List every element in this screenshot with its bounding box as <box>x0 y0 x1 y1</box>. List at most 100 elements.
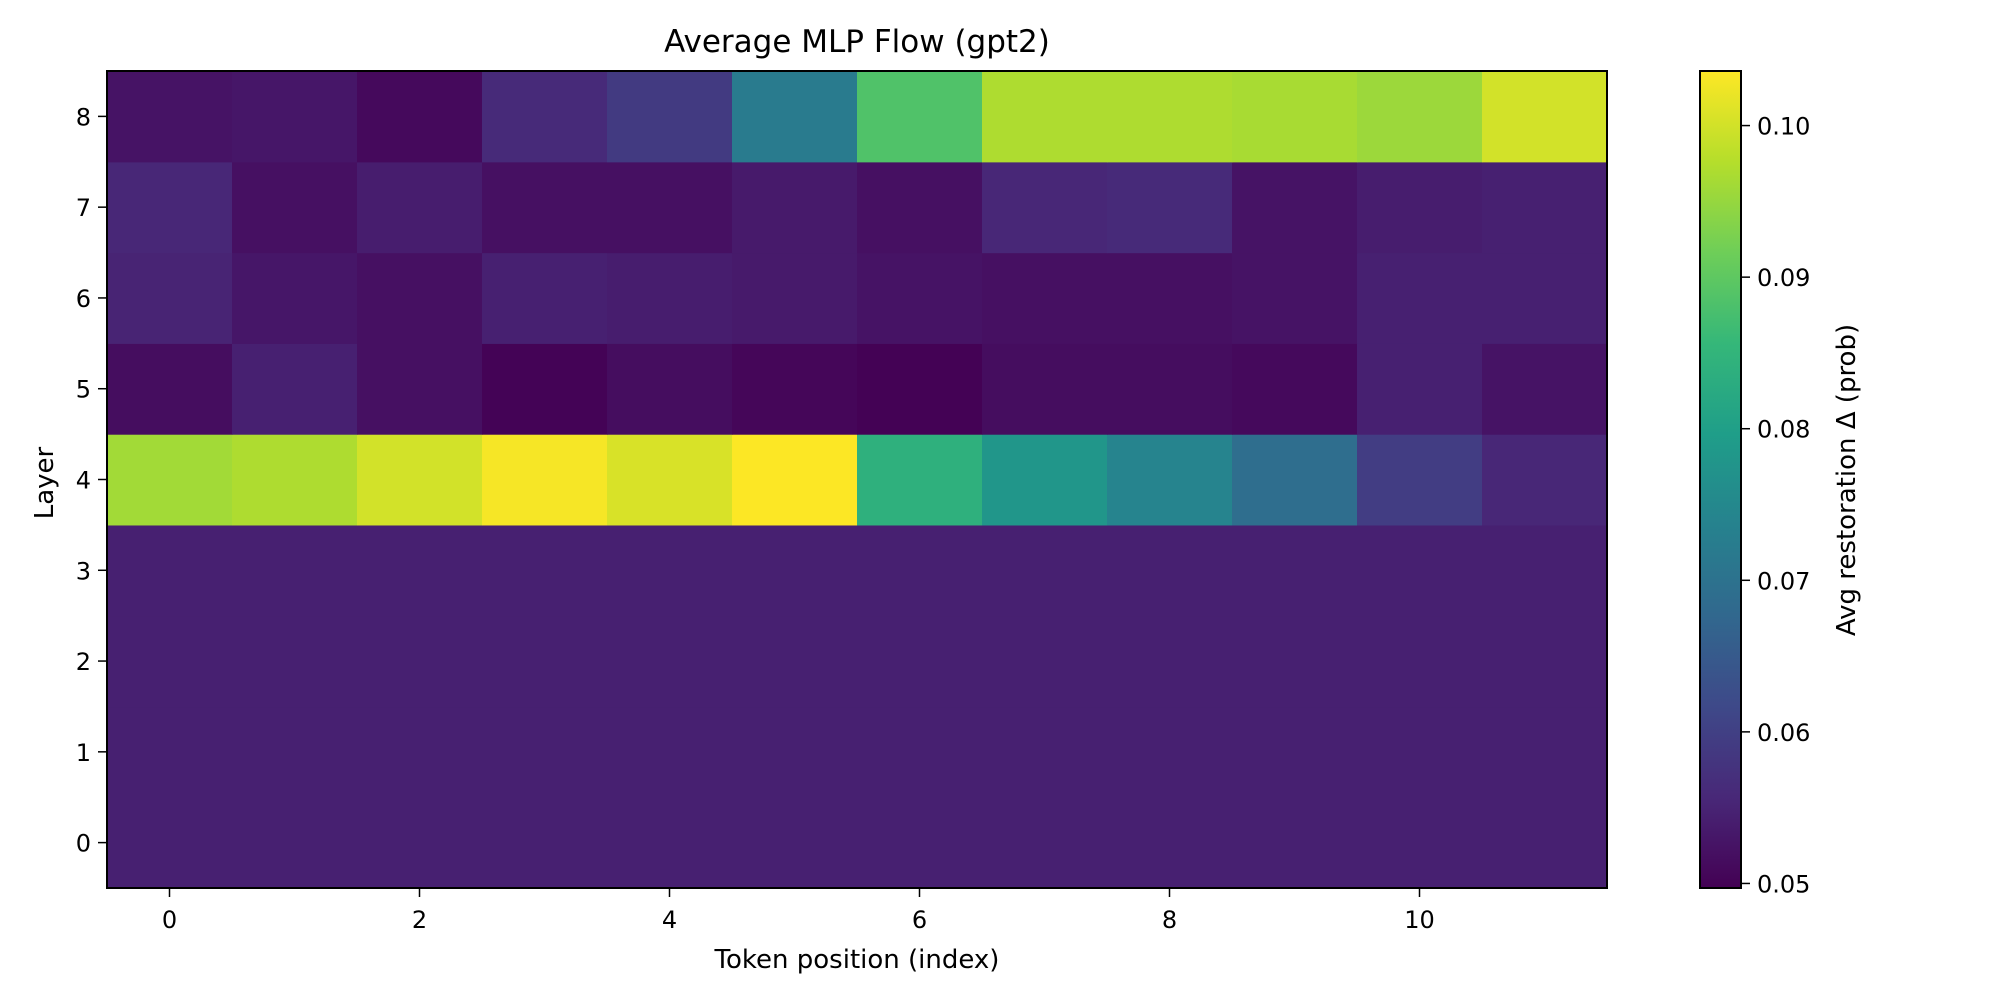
heatmap-cell <box>1232 797 1358 889</box>
heatmap-cell <box>857 434 983 526</box>
y-tick-label: 2 <box>76 648 91 676</box>
x-tick-label: 8 <box>1162 906 1177 934</box>
heatmap-cell <box>1107 252 1233 344</box>
x-tick-label: 6 <box>912 906 927 934</box>
colorbar-tick-label: 0.08 <box>1757 416 1810 444</box>
heatmap-cell <box>357 524 483 617</box>
heatmap-cell <box>732 706 858 798</box>
heatmap-cell <box>607 434 733 526</box>
heatmap-cell <box>1107 524 1233 617</box>
heatmap-cell <box>482 161 608 254</box>
heatmap-cell <box>232 524 358 617</box>
heatmap-cell <box>982 615 1108 708</box>
heatmap-cell <box>107 434 233 526</box>
heatmap-cell <box>607 161 733 254</box>
heatmap-cell <box>857 706 983 798</box>
heatmap-cell <box>482 252 608 344</box>
heatmap-cell <box>1107 615 1233 708</box>
heatmap-cell <box>107 524 233 617</box>
heatmap-cell <box>1232 524 1358 617</box>
y-axis-label: Layer <box>30 446 60 519</box>
heatmap-cell <box>1357 615 1483 708</box>
heatmap-cell <box>1357 706 1483 798</box>
chart-title: Average MLP Flow (gpt2) <box>664 24 1050 60</box>
heatmap-cell <box>482 71 608 163</box>
heatmap-cell <box>107 343 233 435</box>
y-tick-label: 3 <box>76 557 91 585</box>
heatmap-cell <box>482 524 608 617</box>
heatmap-cell <box>357 252 483 344</box>
heatmap-cell <box>982 434 1108 526</box>
heatmap-cell <box>232 161 358 254</box>
heatmap-cell <box>232 434 358 526</box>
heatmap-cells <box>107 71 1608 889</box>
x-tick-label: 0 <box>162 906 177 934</box>
heatmap-cell <box>982 161 1108 254</box>
heatmap-cell <box>357 71 483 163</box>
y-tick-label: 6 <box>76 285 91 313</box>
heatmap-cell <box>1232 161 1358 254</box>
heatmap-cell <box>732 252 858 344</box>
heatmap-cell <box>607 615 733 708</box>
heatmap-cell <box>107 615 233 708</box>
heatmap-cell <box>732 71 858 163</box>
y-axis-ticks: 0 1 2 3 4 5 6 7 8 <box>76 103 107 858</box>
colorbar-tick-label: 0.09 <box>1757 264 1810 292</box>
heatmap-cell <box>857 343 983 435</box>
heatmap-cell <box>607 343 733 435</box>
x-tick-label: 2 <box>412 906 427 934</box>
colorbar-tick-label: 0.05 <box>1757 870 1810 898</box>
heatmap-cell <box>107 71 233 163</box>
heatmap-cell <box>357 343 483 435</box>
heatmap-cell <box>1107 797 1233 889</box>
heatmap-cell <box>1232 343 1358 435</box>
x-tick-label: 10 <box>1404 906 1435 934</box>
heatmap-cell <box>107 706 233 798</box>
heatmap-cell <box>232 71 358 163</box>
heatmap-cell <box>1232 706 1358 798</box>
heatmap-cell <box>857 797 983 889</box>
heatmap-cell <box>357 434 483 526</box>
heatmap-cell <box>1107 434 1233 526</box>
heatmap-cell <box>357 615 483 708</box>
y-tick-label: 5 <box>76 376 91 404</box>
colorbar-tick-label: 0.07 <box>1757 567 1810 595</box>
heatmap-cell <box>1107 71 1233 163</box>
heatmap-cell <box>1232 615 1358 708</box>
heatmap-cell <box>1357 252 1483 344</box>
heatmap-cell <box>1107 343 1233 435</box>
heatmap-cell <box>482 797 608 889</box>
heatmap-cell <box>1107 161 1233 254</box>
heatmap-cell <box>982 343 1108 435</box>
y-tick-label: 4 <box>76 467 91 495</box>
heatmap-cell <box>482 706 608 798</box>
heatmap-cell <box>1232 71 1358 163</box>
heatmap-cell <box>732 524 858 617</box>
heatmap-cell <box>607 524 733 617</box>
heatmap-cell <box>357 797 483 889</box>
heatmap-cell <box>1107 706 1233 798</box>
heatmap-cell <box>1232 434 1358 526</box>
heatmap-cell <box>732 161 858 254</box>
heatmap-cell <box>1357 161 1483 254</box>
heatmap-cell <box>732 434 858 526</box>
heatmap-cell <box>357 161 483 254</box>
heatmap-cell <box>1357 434 1483 526</box>
heatmap-cell <box>232 252 358 344</box>
heatmap-cell <box>232 797 358 889</box>
heatmap-cell <box>732 615 858 708</box>
heatmap-cell <box>857 615 983 708</box>
heatmap-cell <box>482 343 608 435</box>
heatmap-cell <box>232 706 358 798</box>
x-axis-label: Token position (index) <box>714 945 1000 975</box>
heatmap-cell <box>232 343 358 435</box>
heatmap-cell <box>982 524 1108 617</box>
heatmap-cell <box>1357 343 1483 435</box>
y-tick-label: 1 <box>76 739 91 767</box>
heatmap-cell <box>1482 161 1608 254</box>
heatmap-cell <box>107 252 233 344</box>
heatmap-cell <box>982 797 1108 889</box>
heatmap-cell <box>982 252 1108 344</box>
heatmap-cell <box>607 706 733 798</box>
